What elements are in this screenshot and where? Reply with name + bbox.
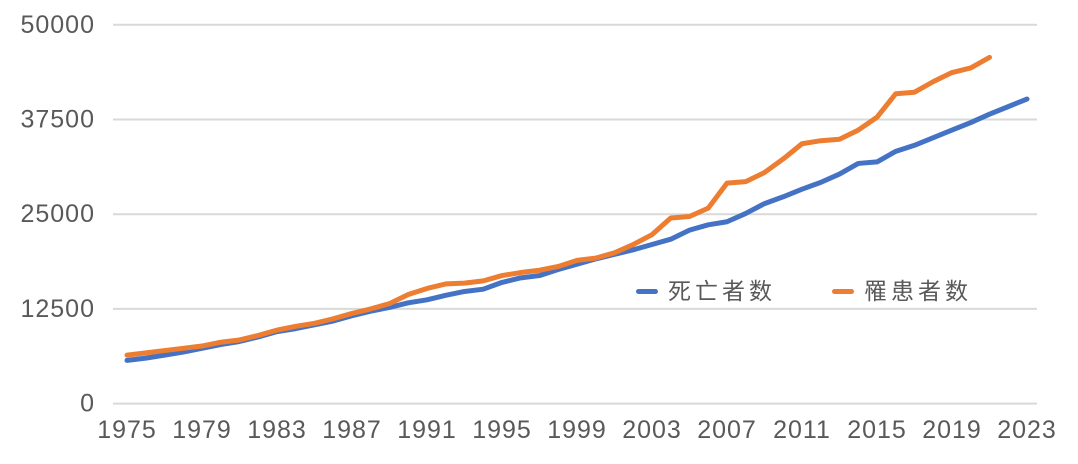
chart-legend: 死亡者数 罹患者数 <box>636 277 972 305</box>
legend-item-incidence: 罹患者数 <box>832 277 972 305</box>
y-tick-label: 50000 <box>20 11 95 39</box>
y-tick-label: 0 <box>80 390 95 418</box>
x-tick-label: 1999 <box>547 416 607 444</box>
x-tick-label: 1979 <box>172 416 232 444</box>
x-tick-label: 2003 <box>622 416 682 444</box>
legend-marker-deaths <box>636 288 658 294</box>
legend-marker-incidence <box>832 288 854 294</box>
legend-label-deaths: 死亡者数 <box>668 278 776 304</box>
legend-label-incidence: 罹患者数 <box>864 278 972 304</box>
x-tick-label: 1987 <box>322 416 382 444</box>
series-line-incidence <box>124 54 992 358</box>
y-tick-label: 25000 <box>20 200 95 228</box>
x-tick-label: 2019 <box>922 416 982 444</box>
y-tick-label: 37500 <box>20 106 95 134</box>
x-tick-label: 2023 <box>997 416 1057 444</box>
x-tick-label: 2011 <box>773 416 831 444</box>
x-tick-label: 2007 <box>697 416 757 444</box>
x-tick-label: 1991 <box>397 416 457 444</box>
x-tick-label: 1975 <box>97 416 157 444</box>
legend-item-deaths: 死亡者数 <box>636 277 776 305</box>
x-tick-label: 1995 <box>472 416 532 444</box>
y-tick-label: 12500 <box>20 295 95 323</box>
x-tick-label: 1983 <box>247 416 307 444</box>
series-line-deaths <box>124 96 1030 363</box>
x-tick-label: 2015 <box>847 416 907 444</box>
